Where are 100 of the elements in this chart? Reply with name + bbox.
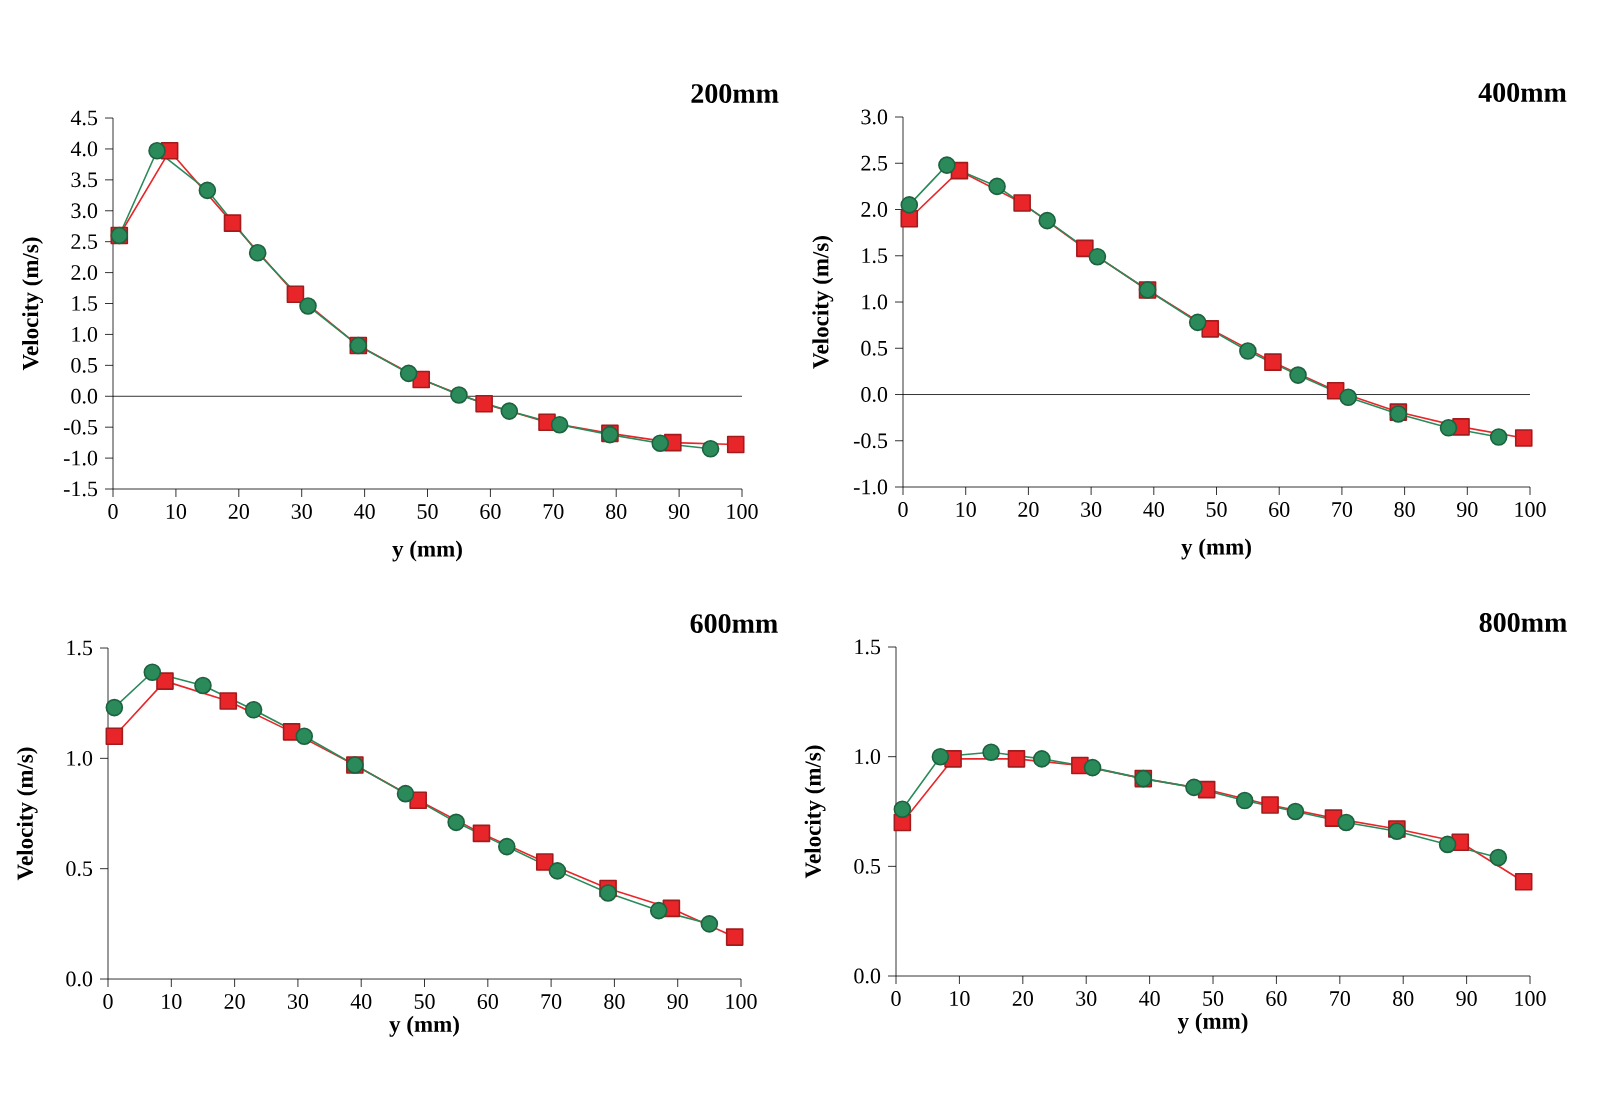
chart-title: 800mm xyxy=(1479,613,1567,632)
point xyxy=(156,672,174,690)
x-tick-label: 10 xyxy=(166,504,187,519)
point xyxy=(988,177,1006,196)
point xyxy=(1337,813,1355,832)
y-tick-label: 1.5 xyxy=(855,639,881,655)
point xyxy=(1088,247,1107,266)
point xyxy=(700,915,719,933)
point xyxy=(982,743,1000,762)
chart-title: 600mm xyxy=(690,614,778,633)
x-tick-label: 90 xyxy=(1456,991,1477,1006)
point xyxy=(1514,872,1533,891)
point xyxy=(1235,791,1254,810)
x-tick-label: 90 xyxy=(668,504,690,519)
point xyxy=(1261,796,1279,814)
y-tick-label: 0.0 xyxy=(861,387,888,402)
point xyxy=(105,698,124,717)
point xyxy=(900,196,919,214)
y-axis-title: Velocity (m/s) xyxy=(812,236,834,369)
y-tick-label: 0.5 xyxy=(66,861,93,877)
point xyxy=(223,214,242,232)
x-tick-label: 0 xyxy=(898,502,908,517)
point xyxy=(1038,211,1057,230)
y-tick-label: 1.5 xyxy=(72,296,98,311)
x-axis-title: y (mm) xyxy=(389,1015,459,1037)
point xyxy=(938,156,956,174)
point xyxy=(143,663,162,682)
point xyxy=(599,884,617,902)
x-tick-label: 50 xyxy=(414,994,435,1009)
y-tick-label: 0.5 xyxy=(71,357,98,373)
point xyxy=(1438,835,1457,854)
x-tick-label: 40 xyxy=(1143,502,1164,517)
point xyxy=(548,862,567,880)
x-tick-label: 0 xyxy=(891,991,901,1006)
x-tick-label: 50 xyxy=(1203,991,1224,1006)
y-tick-label: 2.0 xyxy=(71,265,98,281)
point xyxy=(1007,750,1026,768)
y-tick-label: -0.5 xyxy=(853,433,888,449)
x-tick-label: 100 xyxy=(726,994,757,1009)
x-tick-label: 0 xyxy=(103,994,113,1009)
point xyxy=(651,434,670,453)
point xyxy=(450,386,468,404)
y-tick-label: 1.5 xyxy=(67,640,93,656)
y-tick-label: 3.0 xyxy=(71,203,98,219)
x-tick-label: 80 xyxy=(604,994,625,1009)
x-tick-label: 90 xyxy=(1457,502,1478,517)
chart-title: 200mm xyxy=(691,84,779,103)
x-tick-label: 80 xyxy=(1394,502,1415,517)
point xyxy=(1339,388,1357,407)
x-tick-label: 30 xyxy=(1081,502,1102,517)
x-tick-label: 60 xyxy=(1269,502,1290,517)
point xyxy=(1083,758,1102,777)
x-tick-label: 100 xyxy=(1515,991,1546,1006)
point xyxy=(396,784,415,803)
point xyxy=(148,141,166,160)
y-tick-label: 1.0 xyxy=(855,749,881,765)
x-tick-label: 70 xyxy=(1332,502,1353,517)
y-tick-label: 0.0 xyxy=(854,968,881,984)
x-tick-label: 30 xyxy=(291,504,312,519)
y-tick-label: -1.0 xyxy=(853,479,888,495)
x-tick-label: 70 xyxy=(1330,991,1350,1006)
y-axis-title: Velocity (m/s) xyxy=(22,237,44,371)
x-tick-label: 40 xyxy=(354,504,375,519)
x-tick-label: 40 xyxy=(350,994,372,1009)
point xyxy=(194,676,212,695)
x-tick-label: 30 xyxy=(1076,991,1097,1006)
point xyxy=(1033,750,1051,768)
x-tick-label: 10 xyxy=(950,991,970,1006)
point xyxy=(475,394,493,413)
x-tick-label: 60 xyxy=(477,994,498,1009)
y-tick-label: -0.5 xyxy=(63,419,98,435)
y-tick-label: -1.0 xyxy=(63,450,98,466)
y-tick-label: 0.5 xyxy=(854,858,881,874)
point xyxy=(550,415,569,434)
point xyxy=(725,928,744,946)
y-tick-label: 1.0 xyxy=(862,294,888,310)
x-tick-label: 10 xyxy=(162,994,182,1009)
y-tick-label: 1.0 xyxy=(67,750,93,766)
y-tick-label: 4.5 xyxy=(70,110,98,126)
x-tick-label: 20 xyxy=(1018,502,1039,517)
point xyxy=(1289,366,1307,384)
x-axis-title: y (mm) xyxy=(1181,538,1251,560)
point xyxy=(1489,428,1508,446)
point xyxy=(1514,429,1533,447)
x-tick-label: 100 xyxy=(727,504,758,519)
point xyxy=(1239,342,1257,360)
point xyxy=(472,824,491,843)
y-tick-label: 1.0 xyxy=(72,326,98,342)
point xyxy=(219,692,238,710)
x-tick-label: 40 xyxy=(1139,991,1160,1006)
point xyxy=(1439,419,1458,437)
x-axis-title: y (mm) xyxy=(392,540,462,562)
y-tick-label: -1.5 xyxy=(63,481,98,497)
x-tick-label: 60 xyxy=(1266,991,1287,1006)
y-tick-label: 2.5 xyxy=(861,155,888,171)
point xyxy=(1264,353,1282,371)
point xyxy=(447,813,465,832)
point xyxy=(1489,848,1508,867)
point xyxy=(931,747,950,766)
x-axis-title: y (mm) xyxy=(1177,1012,1248,1034)
